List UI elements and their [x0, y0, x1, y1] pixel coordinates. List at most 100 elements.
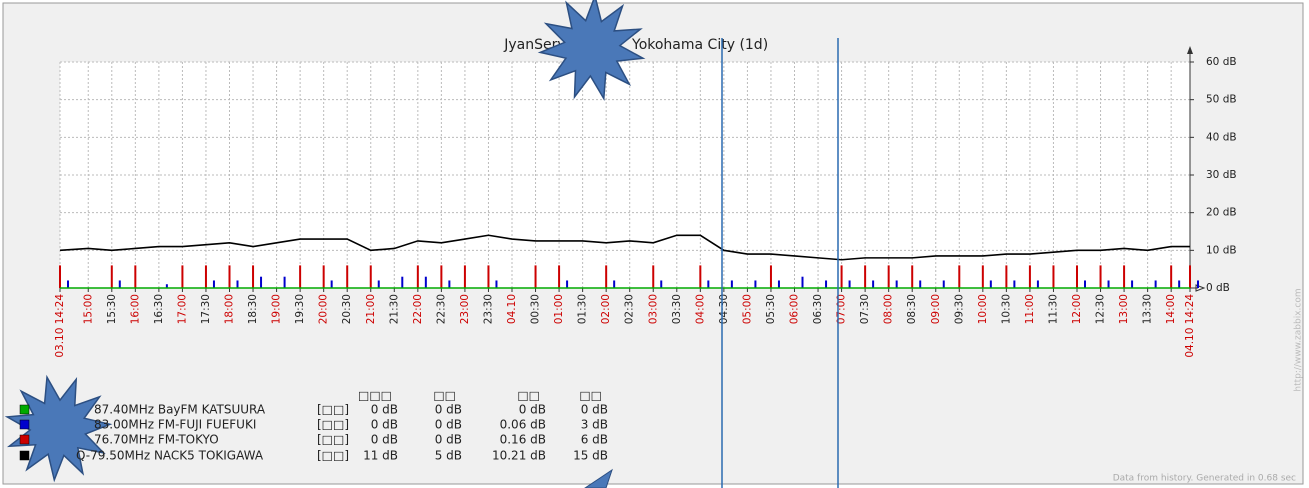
x-tick-label: 10:30 — [1000, 294, 1012, 324]
legend-func: [□□] — [317, 403, 349, 417]
legend-value: 0.16 dB — [500, 433, 546, 447]
x-tick-label: 19:30 — [294, 294, 306, 324]
legend-header: □□ — [517, 389, 540, 403]
y-tick-label: 30 dB — [1206, 169, 1237, 181]
overlay — [4, 0, 839, 488]
x-tick-label: 06:30 — [812, 294, 824, 324]
x-tick-label: 03:30 — [671, 294, 683, 324]
y-axis-arrow — [1187, 46, 1193, 54]
x-tick-label: 02:30 — [624, 294, 636, 324]
x-tick-label: 12:00 — [1071, 294, 1083, 324]
y-tick-label: 50 dB — [1206, 94, 1237, 106]
x-tick-label: 13:00 — [1118, 294, 1130, 324]
y-tick-label: 0 dB — [1206, 282, 1230, 294]
legend-name: Q-79.50MHz NACK5 TOKIGAWA — [76, 449, 264, 463]
x-tick-label: 10:00 — [977, 294, 989, 324]
x-tick-label: 15:00 — [82, 294, 94, 324]
y-tick-label: 20 dB — [1206, 207, 1237, 219]
watermark: http://www.zabbix.com — [1294, 288, 1304, 391]
legend-value: 0 dB — [435, 433, 462, 447]
x-tick-label: 14:00 — [1165, 294, 1177, 324]
x-tick-label: 08:30 — [906, 294, 918, 324]
legend-value: 11 dB — [363, 449, 398, 463]
x-tick-label: 04.10 14:24 — [1184, 294, 1196, 358]
x-tick-label: 17:00 — [176, 294, 188, 324]
x-tick-label: 11:30 — [1047, 294, 1059, 324]
legend-value: 10.21 dB — [492, 449, 546, 463]
x-tick-label: 20:30 — [341, 294, 353, 324]
x-tick-label: 01:00 — [553, 294, 565, 324]
x-tick-label: 18:00 — [224, 294, 236, 324]
legend-swatch — [19, 434, 30, 445]
x-tick-label: 12:30 — [1095, 294, 1107, 324]
starburst — [537, 0, 646, 102]
x-tick-label: 22:30 — [435, 294, 447, 324]
x-tick-label: 05:00 — [741, 294, 753, 324]
legend-value: 0 dB — [581, 403, 608, 417]
x-tick-label: 21:00 — [365, 294, 377, 324]
x-tick-label: 00:30 — [530, 294, 542, 324]
legend-header: □□ — [433, 389, 456, 403]
legend-value: 15 dB — [573, 449, 608, 463]
legend-swatch — [19, 404, 30, 415]
legend-value: 0 dB — [519, 403, 546, 417]
legend-value: 5 dB — [435, 449, 462, 463]
x-tick-label: 22:00 — [412, 294, 424, 324]
legend-value: 6 dB — [581, 433, 608, 447]
chart-title: Yokohama City (1d) — [631, 37, 768, 53]
legend-swatch — [19, 419, 30, 430]
legend-value: 0 dB — [371, 433, 398, 447]
x-tick-label: 03:00 — [647, 294, 659, 324]
x-tick-label: 18:30 — [247, 294, 259, 324]
x-tick-label: 02:00 — [600, 294, 612, 324]
x-tick-label: 19:00 — [271, 294, 283, 324]
x-tick-label: 07:30 — [859, 294, 871, 324]
x-tick-label: 04:00 — [694, 294, 706, 324]
x-tick-label: 04.10 — [506, 294, 518, 324]
legend-func: [□□] — [317, 418, 349, 432]
x-tick-label: 09:00 — [930, 294, 942, 324]
x-tick-label: 23:30 — [482, 294, 494, 324]
marks — [59, 234, 1199, 289]
legend-name: 87.40MHz BayFM KATSUURA — [94, 403, 266, 417]
x-tick-label: 16:00 — [129, 294, 141, 324]
footer: Data from history. Generated in 0.68 sec — [1113, 474, 1296, 484]
x-tick-label: 01:30 — [577, 294, 589, 324]
x-axis-arrow — [1195, 284, 1206, 292]
legend-func: [□□] — [317, 449, 349, 463]
x-tick-label: 04:30 — [718, 294, 730, 324]
y-tick-label: 60 dB — [1206, 56, 1237, 68]
x-tick-label: 21:30 — [388, 294, 400, 324]
legend-name: 83.00MHz FM-FUJI FUEFUKI — [94, 418, 256, 432]
legend-value: 0 dB — [435, 418, 462, 432]
starburst — [4, 374, 113, 483]
x-tick-label: 16:30 — [153, 294, 165, 324]
legend-swatch — [19, 450, 30, 461]
x-tick-label: 20:00 — [318, 294, 330, 324]
x-tick-label: 06:00 — [789, 294, 801, 324]
x-tick-label: 03.10 14:24 — [54, 294, 66, 358]
legend-header: □□ — [579, 389, 602, 403]
y-tick-label: 40 dB — [1206, 131, 1237, 143]
x-tick-label: 09:30 — [953, 294, 965, 324]
grid: 03.10 14:24 15:00 15:30 16:00 16:30 17:00 17:3… — [54, 46, 1237, 358]
legend-func: [□□] — [317, 433, 349, 447]
legend-header: □□□ — [358, 389, 392, 403]
x-tick-label: 17:30 — [200, 294, 212, 324]
x-tick-label: 13:30 — [1142, 294, 1154, 324]
legend-value: 0.06 dB — [500, 418, 546, 432]
series-line — [59, 234, 1190, 261]
starburst — [584, 468, 613, 488]
x-tick-label: 15:30 — [106, 294, 118, 324]
x-tick-label: 11:00 — [1024, 294, 1036, 324]
legend-value: 0 dB — [435, 403, 462, 417]
x-tick-label: 08:00 — [883, 294, 895, 324]
legend-value: 3 dB — [581, 418, 608, 432]
legend-value: 0 dB — [371, 418, 398, 432]
x-tick-label: 23:00 — [459, 294, 471, 324]
legend-value: 0 dB — [371, 403, 398, 417]
legend-name: 76.70MHz FM-TOKYO — [94, 433, 219, 447]
x-tick-label: 05:30 — [765, 294, 777, 324]
y-tick-label: 10 dB — [1206, 244, 1237, 256]
